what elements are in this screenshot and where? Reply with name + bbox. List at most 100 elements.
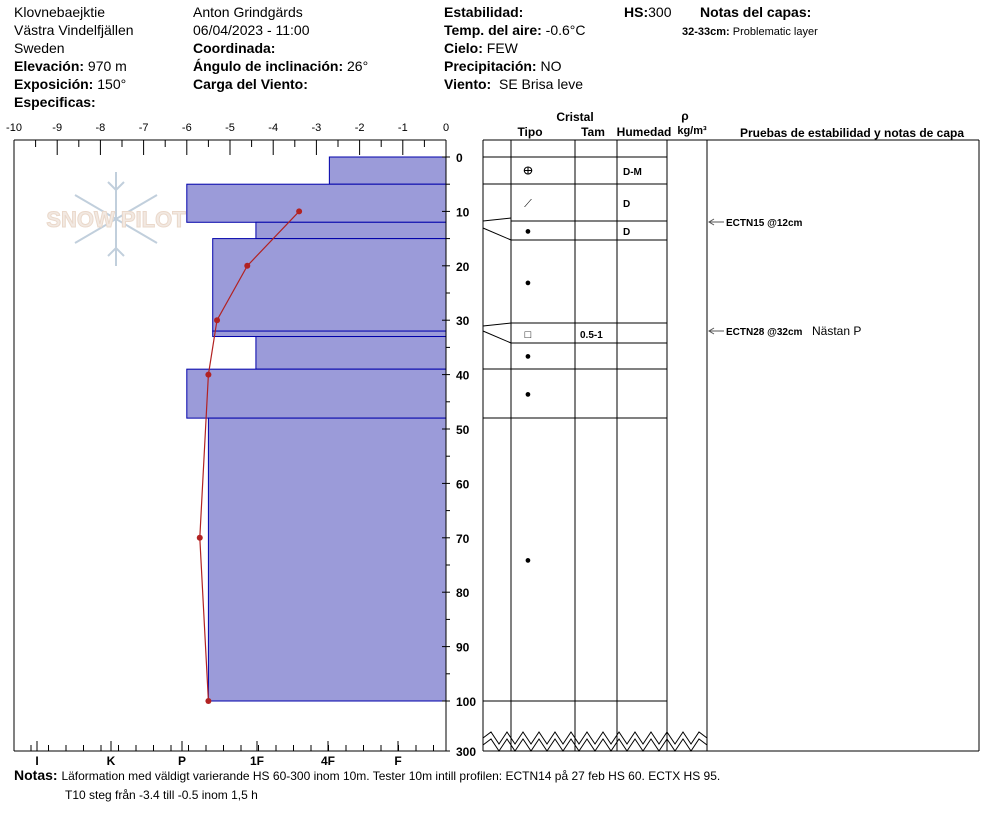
elevation: Elevación: 970 m [14,58,127,74]
rho-header: ρ [681,109,688,123]
slope-label: Ángulo de inclinación: [193,58,344,74]
elevation-label: Elevación: [14,58,85,74]
temp-tick-label: -9 [52,122,62,134]
aspect-label: Exposición: [14,76,94,92]
depth-tick-label: 100 [456,695,476,709]
notes-label: Notas: [14,767,58,783]
grain-symbol: ⟋ [524,198,532,210]
notes-text-1: Läformation med väldigt varierande HS 60… [61,769,721,783]
hardness-bar [255,221,447,240]
temp-tick-label: 0 [443,122,449,134]
notes-text-2: T10 steg från -3.4 till -0.5 inom 1,5 h [65,788,258,802]
specifics-label: Especificas: [14,94,96,110]
hardness-bar [255,336,447,370]
grain-symbol: ● [525,389,532,401]
depth-tick-label: 80 [456,586,470,600]
temp-tick-label: -6 [182,122,192,134]
observer-name: Anton Grindgärds [193,4,303,20]
depth-axis: 0 10 20 30 40 50 60 70 80 90 100 300 [442,151,476,759]
hardness-cell: D [623,199,630,210]
windload-label: Carga del Viento: [193,76,308,92]
depth-tick-label: 50 [456,423,470,437]
notes-line-1: Notas: Läformation med väldigt varierand… [14,767,720,784]
snowflake-icon [74,172,158,266]
test-note: Nästan P [812,324,861,338]
layer-notes-label: Notas del capas: [700,4,812,20]
temp-tick-label: -8 [96,122,106,134]
depth-tick-label: 10 [456,205,470,219]
temp-tick-label: -2 [355,122,365,134]
wind-value: SE Brisa leve [498,76,584,92]
size-header: Tam [581,125,605,139]
hardness-bar [212,330,447,338]
tests-header: Pruebas de estabilidad y notas de capa [740,126,964,140]
region-name: Västra Vindelfjällen [14,22,134,38]
temp-tick-label: -7 [139,122,149,134]
layer-note-text: Problematic layer [732,26,818,38]
wind-label: Viento: [444,76,492,92]
hardness-cell: D-M [623,167,642,178]
grain-symbol: □ [525,329,532,341]
grain-symbol: ● [525,225,532,237]
stability-test: ECTN28 @32cm Nästan P [708,324,861,338]
temperature-point [196,534,203,541]
sky-value: FEW [486,40,518,56]
size-cell: 0.5-1 [580,330,603,341]
temp-tick-label: -4 [268,122,278,134]
temperature-point [205,698,212,704]
arrow-left-icon [708,218,715,226]
snow-height: HS:300 [624,4,671,20]
temperature-point [214,317,221,324]
layer-note: 32-33cm: Problematic layer [682,24,818,40]
aspect: Exposición: 150° [14,76,126,92]
depth-tick-label: 30 [456,314,470,328]
elevation-value: 970 m [87,58,127,74]
grain-symbol: ⴲ [523,166,533,178]
hardness-tick-label: 1F [250,754,264,768]
layer-note-depth: 32-33cm: [682,26,730,38]
depth-tick-label: 300 [456,745,476,759]
depth-tick-label: 60 [456,477,470,491]
depth-tick-label: 70 [456,532,470,546]
coordinate-label: Coordinada: [193,40,276,56]
aspect-value: 150° [97,76,127,92]
precip-value: NO [540,58,562,74]
hardness-bar [186,368,447,419]
test-label: ECTN15 @12cm [726,218,803,229]
precip-label: Precipitación: [444,58,537,74]
type-header: Tipo [517,125,542,139]
temp-tick-label: -10 [6,122,22,134]
temperature-series [196,208,303,704]
depth-tick-label: 40 [456,369,470,383]
logo-text: SNOW PILOT [46,207,186,232]
hardness-bar [212,238,447,332]
air-temperature: Temp. del aire: -0.6°C [444,22,586,38]
crystal-header: Cristal [556,110,593,124]
hardness-tick-label: I [35,754,38,768]
hardness-bar [186,183,447,223]
location-name: Klovnebaejktie [14,4,106,20]
hardness-tick-label: F [394,754,401,768]
temperature-line [199,210,300,702]
stability-test: ECTN15 @12cm [708,218,803,229]
depth-tick-label: 90 [456,641,470,655]
density-unit-header: kg/m³ [677,125,707,137]
depth-tick-label: 0 [456,151,463,165]
hardness-layers [186,156,447,702]
temp-tick-label: -1 [398,122,408,134]
hardness-tick-label: K [107,754,116,768]
grain-type-symbols: ⴲ ⟋ ● ● □ ● ● ● [523,166,533,567]
arrow-left-icon [708,327,715,335]
slope-angle: Ángulo de inclinación: 26° [193,58,368,74]
hardness-tick-label: P [178,754,186,768]
wind: Viento: SE Brisa leve [444,76,583,92]
country-name: Sweden [14,40,65,56]
hardness-bar [207,417,447,702]
temperature-point [244,262,251,269]
slope-value: 26° [347,58,369,74]
crystal-table [482,139,980,752]
stability-label: Estabilidad: [444,4,524,20]
sky: Cielo: FEW [444,40,518,56]
grain-symbol: ● [525,277,532,289]
observation-datetime: 06/04/2023 - 11:00 [193,22,310,38]
